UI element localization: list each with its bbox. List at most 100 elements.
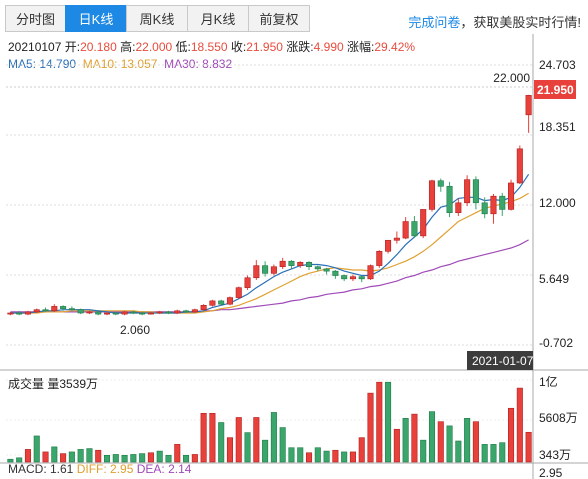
- tab-intraday[interactable]: 分时图: [5, 5, 66, 32]
- volume-tick-label: 343万: [539, 448, 571, 462]
- info-change-label: 涨跌:: [286, 40, 314, 54]
- volume-bar: [42, 451, 49, 463]
- volume-bars: [7, 381, 532, 463]
- cursor-date-text: 2021-01-07: [472, 354, 534, 368]
- candle: [112, 311, 119, 316]
- volume-label: 成交量 量3539万: [8, 377, 99, 391]
- tab-daily-k[interactable]: 日K线: [65, 5, 127, 32]
- candle: [393, 231, 400, 244]
- macd-value: MACD: 1.61: [8, 462, 74, 476]
- candle-body: [42, 309, 49, 312]
- legend-ma10: MA10: 13.057: [82, 57, 158, 71]
- volume-bar: [367, 392, 374, 463]
- candle: [455, 198, 462, 217]
- volume-bar: [314, 447, 321, 463]
- volume-bar: [130, 454, 137, 463]
- volume-bar: [349, 451, 356, 463]
- volume-bar: [472, 421, 479, 463]
- info-high-label: 高:: [120, 40, 136, 54]
- info-open-label: 开:: [64, 40, 81, 54]
- candle: [86, 310, 93, 315]
- high-price-label: 22.000: [493, 71, 530, 85]
- volume-bar: [490, 444, 497, 463]
- candle-body: [253, 265, 260, 279]
- volume-bar: [68, 451, 75, 463]
- dea-value: DEA: 2.14: [136, 462, 192, 476]
- volume-bar: [525, 431, 532, 463]
- last-price-badge: [534, 80, 576, 99]
- volume-bar: [147, 452, 154, 463]
- volume-bar: [306, 452, 313, 463]
- tab-weekly-k[interactable]: 周K线: [126, 5, 188, 32]
- candle: [262, 261, 269, 277]
- info-open: 20.180: [80, 40, 117, 54]
- info-close-label: 收:: [230, 40, 247, 54]
- volume-bar: [376, 381, 383, 463]
- candle: [481, 197, 488, 219]
- candle-body: [103, 312, 111, 315]
- tab-monthly-k[interactable]: 月K线: [187, 5, 249, 32]
- top-links: 完成问卷，获取美股实时行情!: [408, 12, 581, 31]
- candle-body: [385, 239, 392, 252]
- volume-bar: [165, 454, 172, 463]
- volume-tick-label: 1亿: [539, 374, 558, 389]
- info-low: 18.550: [190, 40, 228, 54]
- candle-body: [112, 312, 119, 315]
- candle: [516, 145, 523, 185]
- candle-body: [77, 309, 84, 314]
- candle-body: [95, 311, 102, 315]
- candle: [24, 310, 31, 316]
- volume-bar: [385, 381, 392, 463]
- volume-bar: [341, 451, 348, 463]
- candle: [244, 275, 251, 290]
- candle: [437, 178, 444, 192]
- volume-bar: [16, 457, 23, 463]
- candle-body: [174, 310, 181, 314]
- candle: [297, 261, 304, 268]
- candle: [332, 270, 339, 279]
- ma5-line: [10, 173, 530, 314]
- volume-bar: [191, 454, 198, 463]
- volume-tick-label: 5608万: [539, 411, 578, 425]
- candle: [218, 299, 225, 306]
- volume-bar: [103, 454, 111, 463]
- candle: [472, 176, 479, 210]
- volume-bar: [323, 450, 330, 463]
- tab-forward-adjusted[interactable]: 前复权: [248, 5, 310, 32]
- info-change: 4.990: [313, 40, 344, 54]
- volume-bar: [33, 435, 40, 463]
- volume-bar: [253, 417, 260, 463]
- chart-tabs: 分时图 日K线 周K线 月K线 前复权: [0, 0, 588, 34]
- candle-body: [411, 221, 418, 237]
- volume-bar: [428, 411, 436, 463]
- survey-link[interactable]: 完成问卷: [408, 15, 461, 30]
- candle-body: [288, 260, 295, 266]
- candle-body: [393, 237, 400, 241]
- volume-bar: [358, 437, 365, 463]
- candle: [323, 267, 330, 275]
- volume-bar: [262, 439, 269, 463]
- axis-labels: 24.703 18.351 12.000 5.649 -0.702 22.000 2.060…: [6, 58, 578, 479]
- candle: [200, 304, 207, 311]
- candle: [499, 192, 506, 217]
- promo-text: ，获取美股实时行情!: [460, 15, 581, 30]
- candle: [385, 239, 392, 254]
- low-price-label: 2.060: [120, 323, 150, 337]
- candle: [306, 261, 313, 271]
- diff-value: DIFF: 2.95: [76, 462, 134, 476]
- price-tick-label: 18.351: [539, 120, 576, 134]
- volume-bar: [297, 447, 304, 463]
- candle: [147, 311, 154, 315]
- volume-bar: [393, 428, 400, 463]
- candle-body: [446, 185, 453, 214]
- cursor-date-badge: [467, 351, 533, 370]
- candle-body: [306, 262, 313, 268]
- candle: [60, 305, 67, 311]
- candle: [77, 308, 84, 315]
- candle-body: [16, 312, 23, 315]
- volume-bar: [218, 422, 225, 463]
- candle: [464, 175, 471, 207]
- volume-bar: [7, 458, 14, 463]
- candle: [490, 193, 497, 224]
